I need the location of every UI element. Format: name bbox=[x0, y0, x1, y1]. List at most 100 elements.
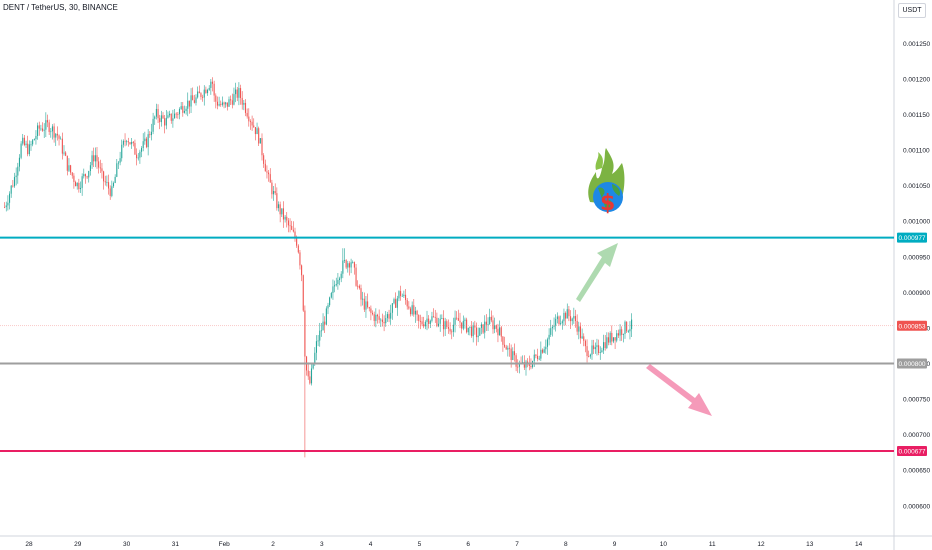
candle-body bbox=[9, 193, 11, 203]
time-tick-label: 7 bbox=[515, 541, 519, 548]
price-tick-label: 0.000750 bbox=[903, 397, 930, 404]
candle-body bbox=[573, 316, 575, 319]
candle-body bbox=[40, 128, 42, 130]
candle-body bbox=[480, 324, 482, 328]
candle-body bbox=[22, 137, 24, 144]
money-globe-fire-icon[interactable]: $ bbox=[588, 148, 625, 216]
time-tick-label: 3 bbox=[320, 541, 324, 548]
price-tick-label: 0.001250 bbox=[903, 41, 930, 48]
candle-body bbox=[538, 358, 540, 360]
candle-body bbox=[565, 312, 567, 319]
candle-body bbox=[70, 165, 72, 173]
candle-body bbox=[535, 354, 537, 356]
candle-body bbox=[347, 263, 349, 268]
candle-body bbox=[167, 115, 169, 118]
last-price-text: 0.000853 bbox=[898, 323, 925, 330]
time-scale[interactable]: 28 29 30 31 Feb 2 3 4 5 6 7 8 9 10 11 12 13 14 bbox=[25, 541, 862, 548]
candle-body bbox=[467, 327, 469, 333]
candle-body bbox=[444, 321, 446, 330]
candle-body bbox=[23, 137, 25, 145]
price-tick-label: 0.001100 bbox=[903, 148, 930, 155]
candle-body bbox=[79, 187, 82, 190]
candle-body bbox=[188, 100, 190, 107]
candle-body bbox=[527, 361, 529, 363]
candle-body bbox=[566, 309, 568, 319]
price-scale[interactable]: 0.001250 0.001200 0.001150 0.001100 0.001050… bbox=[903, 41, 930, 510]
pink-arrow-down-icon[interactable] bbox=[646, 364, 712, 416]
candle-body bbox=[393, 299, 395, 304]
candle-body bbox=[616, 333, 618, 341]
candle-body bbox=[418, 314, 420, 321]
candle-body bbox=[200, 93, 202, 97]
currency-selector[interactable]: USDT bbox=[898, 3, 926, 18]
candle-body bbox=[505, 346, 507, 350]
candle-body bbox=[25, 143, 27, 145]
candle-body bbox=[541, 349, 544, 353]
last-price-badge bbox=[897, 320, 927, 331]
candle-body bbox=[583, 336, 585, 341]
candle-body bbox=[423, 324, 425, 327]
candle-body bbox=[611, 332, 613, 342]
candle-body bbox=[594, 347, 596, 350]
candle-body bbox=[172, 118, 174, 121]
candle-body bbox=[109, 188, 111, 196]
time-tick-label: 14 bbox=[855, 541, 863, 548]
time-tick-label: 9 bbox=[613, 541, 617, 548]
candle-body bbox=[183, 110, 185, 113]
candle-body bbox=[190, 95, 192, 107]
candle-body bbox=[403, 294, 405, 296]
candle-body bbox=[84, 174, 86, 177]
candle-body bbox=[193, 100, 195, 103]
green-arrow-up-icon[interactable] bbox=[576, 243, 618, 302]
candle-body bbox=[66, 155, 68, 171]
candle-body bbox=[207, 89, 209, 94]
candle-body bbox=[471, 326, 473, 337]
candle-body bbox=[249, 121, 251, 123]
candle-body bbox=[621, 329, 623, 335]
candle-body bbox=[121, 144, 123, 159]
candle-body bbox=[342, 260, 344, 274]
candle-body bbox=[525, 361, 527, 368]
candle-body bbox=[327, 305, 329, 309]
candle-body bbox=[376, 314, 379, 317]
candle-body bbox=[421, 321, 423, 325]
candle-body bbox=[581, 336, 583, 339]
candle-body bbox=[576, 321, 578, 332]
candle-body bbox=[33, 139, 35, 141]
candle-body bbox=[319, 330, 321, 341]
candle-body bbox=[103, 171, 105, 182]
candle-body bbox=[601, 350, 603, 353]
candle-body bbox=[428, 318, 430, 324]
candle-body bbox=[337, 279, 339, 284]
candle-body bbox=[409, 308, 412, 315]
candle-body bbox=[629, 329, 631, 332]
candle-body bbox=[388, 314, 390, 319]
candle-body bbox=[202, 96, 204, 98]
candle-body bbox=[518, 362, 520, 367]
candle-body bbox=[228, 99, 230, 107]
candle-body bbox=[381, 319, 383, 322]
candle-body bbox=[568, 309, 570, 317]
candle-body bbox=[408, 306, 410, 309]
candle-body bbox=[28, 144, 30, 155]
candle-body bbox=[380, 319, 382, 321]
candle-body bbox=[114, 176, 116, 183]
candle-body bbox=[391, 303, 393, 313]
candle-body bbox=[127, 141, 129, 143]
candle-body bbox=[401, 295, 403, 297]
time-tick-label: 6 bbox=[466, 541, 470, 548]
candle-body bbox=[61, 138, 63, 154]
candle-body bbox=[543, 349, 545, 353]
candle-body bbox=[256, 128, 258, 135]
candle-body bbox=[571, 318, 573, 322]
candle-body bbox=[144, 138, 146, 142]
price-tick-label: 0.001200 bbox=[903, 76, 930, 83]
candle-body bbox=[177, 114, 179, 115]
candle-body bbox=[106, 182, 108, 183]
candle-body bbox=[273, 191, 275, 195]
level-price-text: 0.000977 bbox=[898, 235, 925, 242]
candle-body bbox=[268, 172, 270, 175]
candle-body bbox=[155, 108, 157, 117]
candle-body bbox=[174, 113, 176, 119]
